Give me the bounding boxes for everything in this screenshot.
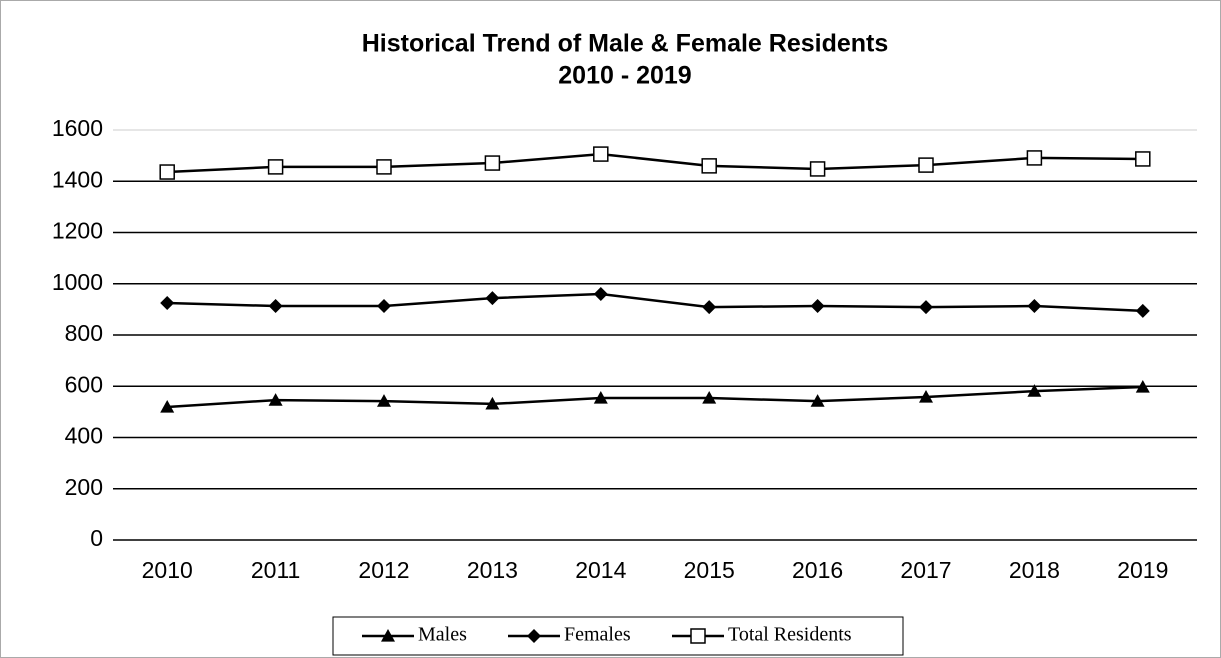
- series-line: [167, 152, 1143, 174]
- series-line: [167, 292, 1143, 313]
- marker: [485, 291, 500, 306]
- x-tick-label: 2015: [684, 557, 735, 583]
- chart-title: Historical Trend of Male & Female Reside…: [362, 30, 889, 58]
- marker: [1027, 384, 1042, 397]
- x-tick-label: 2012: [358, 557, 409, 583]
- marker: [809, 161, 826, 177]
- y-tick-label: 1000: [52, 269, 103, 295]
- marker: [160, 400, 175, 413]
- marker: [267, 159, 284, 175]
- marker: [159, 164, 175, 180]
- y-tick-label: 1400: [52, 166, 103, 192]
- marker: [1135, 380, 1150, 393]
- legend-label: Females: [564, 624, 631, 646]
- legend-label: Total Residents: [728, 624, 852, 646]
- marker: [381, 629, 395, 642]
- marker: [918, 157, 934, 173]
- y-tick-label: 600: [65, 371, 103, 397]
- marker: [810, 394, 825, 407]
- marker: [377, 394, 391, 407]
- marker: [376, 159, 392, 175]
- marker: [690, 628, 706, 644]
- y-tick-label: 0: [90, 525, 103, 551]
- x-tick-label: 2017: [900, 557, 951, 583]
- marker: [919, 300, 933, 315]
- marker: [702, 300, 717, 315]
- chart-subtitle: 2010 - 2019: [558, 62, 691, 90]
- marker: [485, 396, 500, 410]
- x-tick-label: 2014: [575, 557, 626, 583]
- marker: [1027, 299, 1042, 314]
- legend-label: Males: [418, 624, 467, 646]
- marker: [268, 393, 283, 406]
- legend-box: [332, 616, 904, 656]
- marker: [701, 158, 717, 174]
- marker: [1135, 151, 1151, 167]
- y-tick-label: 200: [65, 474, 103, 500]
- y-tick-label: 800: [65, 320, 103, 346]
- marker: [593, 391, 608, 404]
- x-tick-label: 2018: [1009, 557, 1060, 583]
- marker: [268, 299, 283, 314]
- marker: [160, 295, 175, 310]
- y-tick-label: 400: [65, 423, 103, 449]
- x-tick-label: 2019: [1117, 557, 1168, 583]
- x-tick-label: 2011: [251, 557, 300, 583]
- marker: [810, 299, 825, 314]
- x-tick-label: 2010: [142, 557, 193, 583]
- marker: [919, 390, 933, 403]
- marker: [593, 146, 609, 162]
- marker: [377, 299, 391, 314]
- series-line: [167, 385, 1143, 409]
- x-tick-label: 2016: [792, 557, 843, 583]
- marker: [702, 391, 717, 404]
- marker: [484, 155, 501, 171]
- marker: [593, 287, 608, 301]
- y-tick-label: 1600: [52, 115, 103, 141]
- y-tick-label: 1200: [52, 218, 103, 244]
- marker: [1135, 303, 1150, 318]
- marker: [527, 629, 541, 643]
- x-tick-label: 2013: [467, 557, 518, 583]
- marker: [1026, 150, 1043, 166]
